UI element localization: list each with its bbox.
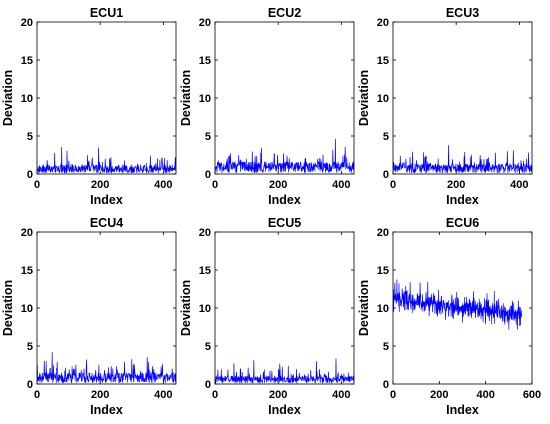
chart-title: ECU4 [90,216,123,230]
y-axis-label: Deviation [357,70,371,126]
x-tick-label: 200 [91,389,109,401]
y-tick-label: 20 [377,17,389,29]
y-tick-label: 10 [199,303,211,315]
x-axis-label: Index [268,193,301,207]
y-tick-label: 5 [205,131,211,143]
y-tick-label: 5 [383,341,389,353]
x-tick-label: 0 [212,179,218,191]
x-tick-label: 200 [430,389,448,401]
y-tick-label: 15 [377,55,389,67]
y-tick-label: 15 [21,265,33,277]
x-tick-label: 200 [91,179,109,191]
y-tick-label: 20 [199,17,211,29]
x-tick-label: 0 [390,389,396,401]
y-tick-label: 0 [27,169,33,181]
x-axis-label: Index [446,193,479,207]
axes-box [36,21,177,175]
y-tick-label: 0 [383,379,389,391]
y-tick-label: 15 [199,55,211,67]
y-axis-label: Deviation [179,70,193,126]
x-tick-label: 200 [269,389,287,401]
data-line-3 [392,144,533,174]
x-tick-label: 400 [332,179,350,191]
y-tick-label: 15 [21,55,33,67]
chart-title: ECU6 [446,216,479,230]
x-axis-label: Index [268,403,301,417]
y-tick-label: 5 [205,341,211,353]
x-tick-label: 0 [390,179,396,191]
x-tick-label: 400 [154,179,172,191]
y-tick-label: 0 [27,379,33,391]
data-line-4 [36,352,177,384]
x-tick-label: 0 [34,389,40,401]
data-line-6 [392,279,522,330]
x-tick-label: 0 [34,179,40,191]
y-tick-label: 20 [377,227,389,239]
axes-box [214,231,355,385]
y-tick-label: 10 [199,93,211,105]
axes-box [36,231,177,385]
y-tick-label: 15 [377,265,389,277]
chart-title: ECU3 [446,6,479,20]
y-tick-label: 5 [383,131,389,143]
y-tick-label: 10 [21,303,33,315]
x-axis-label: Index [90,403,123,417]
y-tick-label: 10 [377,303,389,315]
y-tick-label: 15 [199,265,211,277]
x-tick-label: 400 [510,179,528,191]
x-tick-label: 400 [332,389,350,401]
x-tick-label: 0 [212,389,218,401]
y-tick-label: 20 [21,17,33,29]
y-tick-label: 10 [377,93,389,105]
chart-title: ECU2 [268,6,301,20]
x-tick-label: 200 [269,179,287,191]
chart-title: ECU1 [90,6,123,20]
y-tick-label: 20 [21,227,33,239]
x-tick-label: 600 [523,389,541,401]
y-axis-label: Deviation [179,280,193,336]
x-tick-label: 200 [447,179,465,191]
y-tick-label: 5 [27,341,33,353]
axes-box [392,21,533,175]
y-axis-label: Deviation [357,280,371,336]
x-tick-label: 400 [476,389,494,401]
x-tick-label: 400 [154,389,172,401]
x-axis-label: Index [90,193,123,207]
data-line-5 [214,358,355,384]
y-axis-label: Deviation [1,70,15,126]
y-tick-label: 10 [21,93,33,105]
x-axis-label: Index [446,403,479,417]
data-line-1 [36,146,177,174]
chart-title: ECU5 [268,216,301,230]
y-tick-label: 20 [199,227,211,239]
y-tick-label: 5 [27,131,33,143]
y-tick-label: 0 [205,379,211,391]
y-axis-label: Deviation [1,280,15,336]
y-tick-label: 0 [205,169,211,181]
y-tick-label: 0 [383,169,389,181]
data-line-2 [214,138,355,173]
